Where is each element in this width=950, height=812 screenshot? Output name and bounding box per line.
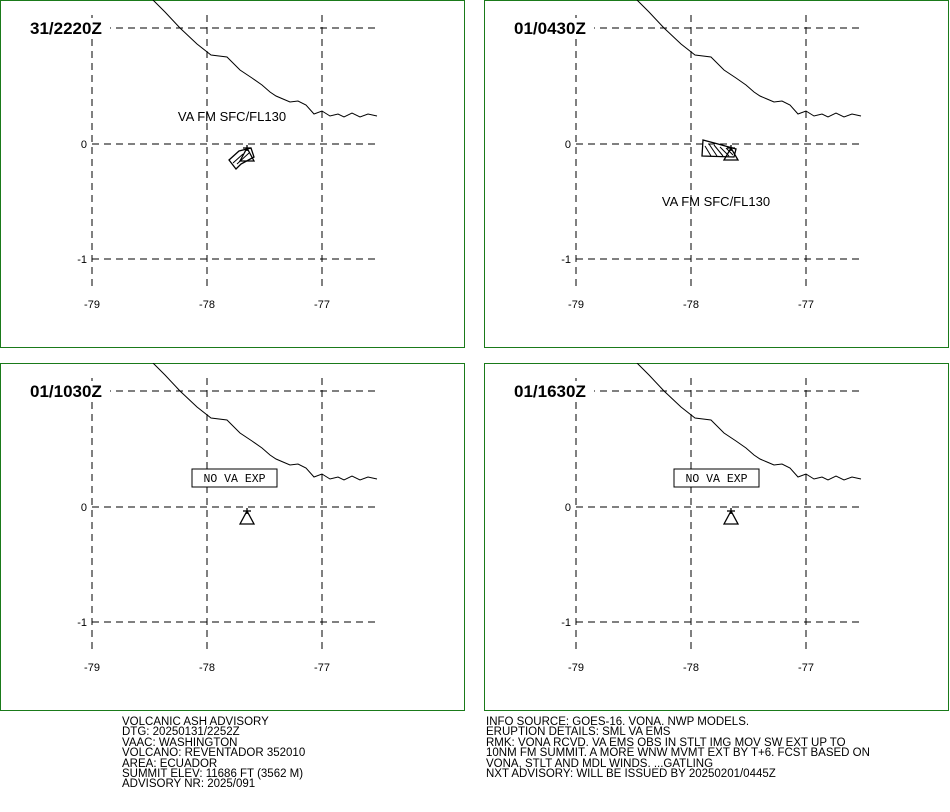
advisory-line: VOLCANO: REVENTADOR 352010 xyxy=(122,747,306,760)
longitude-label: -77 xyxy=(314,299,330,311)
advisory-line: ADVISORY NR: 2025/091 xyxy=(122,778,256,791)
ash-height-label: VA FM SFC/FL130 xyxy=(662,194,770,209)
advisory-line: NXT ADVISORY: WILL BE ISSUED BY 20250201… xyxy=(486,768,776,781)
volcano-icon xyxy=(238,508,256,525)
longitude-label: -77 xyxy=(798,299,814,311)
advisory-left-text: VOLCANIC ASH ADVISORY DTG: 20250131/2252Z… xyxy=(122,716,306,791)
latitude-label: -1 xyxy=(561,254,571,266)
advisory-right-text: INFO SOURCE: GOES-16. VONA. NWP MODELS. E… xyxy=(486,716,870,781)
longitude-label: -79 xyxy=(84,299,100,311)
latitude-label: 0 xyxy=(565,502,571,514)
no-ash-expected-label: NO VA EXP xyxy=(685,473,747,486)
valid-time-label: 31/2220Z xyxy=(30,19,102,38)
advisory-line: ERUPTION DETAILS: SML VA EMS xyxy=(486,726,671,739)
latitude-label: -1 xyxy=(77,254,87,266)
longitude-label: -77 xyxy=(314,662,330,674)
volcano-icon xyxy=(722,508,740,525)
advisory-line: VONA, STLT AND MDL WINDS. ...GATLING xyxy=(486,757,714,770)
advisory-line: VAAC: WASHINGTON xyxy=(122,736,238,749)
latitude-label: 0 xyxy=(81,502,87,514)
longitude-label: -78 xyxy=(683,662,699,674)
longitude-label: -79 xyxy=(84,662,100,674)
coastline xyxy=(636,0,862,118)
latitude-label: -1 xyxy=(561,617,571,629)
coastline xyxy=(152,363,378,481)
panel-frame xyxy=(484,363,949,711)
valid-time-label: 01/1030Z xyxy=(30,382,102,401)
volcano-icon xyxy=(722,145,740,161)
longitude-label: -79 xyxy=(568,299,584,311)
longitude-label: -78 xyxy=(683,299,699,311)
longitude-label: -79 xyxy=(568,662,584,674)
coastline xyxy=(152,0,378,118)
latitude-label: 0 xyxy=(565,139,571,151)
coastline xyxy=(636,363,862,481)
advisory-line: RMK: VONA RCVD. VA EMS OBS IN STLT IMG M… xyxy=(486,736,846,749)
volcano-icon xyxy=(238,145,256,162)
longitude-label: -78 xyxy=(199,299,215,311)
no-ash-expected-label: NO VA EXP xyxy=(203,473,265,486)
valid-time-label: 01/1630Z xyxy=(514,382,586,401)
longitude-label: -78 xyxy=(199,662,215,674)
latitude-label: 0 xyxy=(81,139,87,151)
advisory-line: 10NM FM SUMMIT. A MORE WNW MVMT EXT BY T… xyxy=(486,747,870,760)
advisory-line: SUMMIT ELEV: 11686 FT (3562 M) xyxy=(122,768,304,781)
advisory-line: DTG: 20250131/2252Z xyxy=(122,726,240,739)
longitude-label: -77 xyxy=(798,662,814,674)
advisory-line: INFO SOURCE: GOES-16. VONA. NWP MODELS. xyxy=(486,716,750,728)
ash-cloud-area xyxy=(228,147,255,170)
panel-frame xyxy=(0,0,465,348)
panel-frame xyxy=(0,363,465,711)
latitude-label: -1 xyxy=(77,617,87,629)
advisory-line: AREA: ECUADOR xyxy=(122,757,218,770)
advisory-line: VOLCANIC ASH ADVISORY xyxy=(122,716,269,728)
panel-frame xyxy=(484,0,949,348)
ash-height-label: VA FM SFC/FL130 xyxy=(178,109,286,124)
valid-time-label: 01/0430Z xyxy=(514,19,586,38)
